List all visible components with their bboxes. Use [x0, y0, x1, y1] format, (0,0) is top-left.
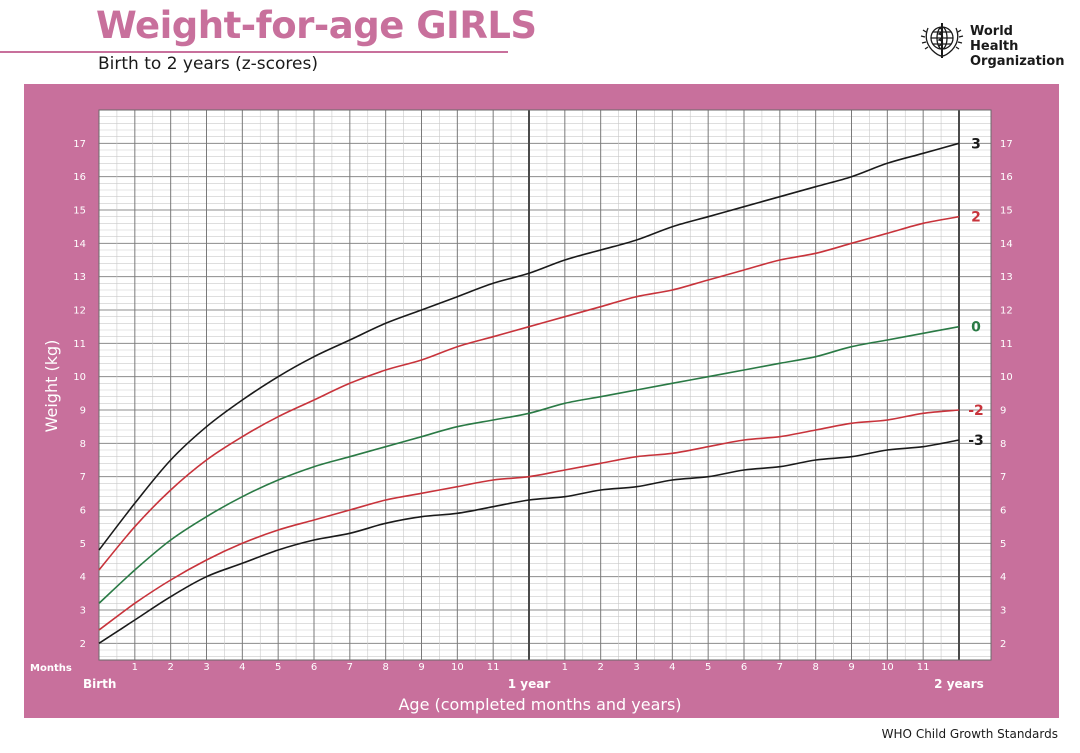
source-footer: WHO Child Growth Standards — [881, 727, 1058, 741]
y-tick-label-right: 13 — [1000, 272, 1013, 283]
series-line--2 — [98, 409, 960, 631]
chart-title: Weight-for-age GIRLS — [96, 4, 537, 47]
y-tick-label-left: 16 — [73, 172, 86, 183]
x-tick-label-month: 9 — [418, 662, 424, 673]
x-tick-label-month: 5 — [705, 662, 711, 673]
chart-subtitle: Birth to 2 years (z-scores) — [98, 54, 318, 74]
y-tick-label-left: 10 — [73, 372, 86, 383]
series-line-0 — [98, 325, 960, 604]
y-tick-label-left: 7 — [80, 472, 86, 483]
x-tick-label-month: 11 — [487, 662, 500, 673]
series-lines — [98, 142, 960, 644]
y-tick-label-right: 12 — [1000, 306, 1013, 317]
x-tick-label-month: 6 — [741, 662, 747, 673]
y-tick-label-left: 5 — [80, 539, 86, 550]
y-tick-label-right: 9 — [1000, 406, 1006, 417]
x-tick-label-month: 4 — [239, 662, 245, 673]
series-label-0: 0 — [971, 320, 981, 336]
y-tick-label-right: 16 — [1000, 172, 1013, 183]
x-tick-label-year: 1 year — [508, 677, 551, 691]
y-tick-label-right: 2 — [1000, 639, 1006, 650]
x-tick-label-month: 1 — [132, 662, 138, 673]
x-tick-label-month: 11 — [917, 662, 930, 673]
y-tick-label-left: 4 — [80, 572, 86, 583]
x-tick-label-month: 1 — [562, 662, 568, 673]
series-line--3 — [98, 439, 960, 644]
x-tick-label-year: Birth — [83, 677, 116, 691]
y-tick-label-right: 11 — [1000, 339, 1013, 350]
y-tick-label-right: 10 — [1000, 372, 1013, 383]
y-axis-label: Weight (kg) — [42, 340, 61, 433]
y-tick-label-right: 15 — [1000, 206, 1013, 217]
y-tick-label-left: 15 — [73, 206, 86, 217]
series-label--2: -2 — [968, 403, 984, 419]
y-tick-label-left: 3 — [80, 606, 86, 617]
y-tick-label-right: 5 — [1000, 539, 1006, 550]
y-tick-label-left: 11 — [73, 339, 86, 350]
chart-grid — [98, 109, 992, 661]
y-tick-label-left: 14 — [73, 239, 86, 250]
title-underline — [0, 51, 508, 53]
x-tick-label-month: 10 — [881, 662, 894, 673]
y-tick-label-right: 14 — [1000, 239, 1013, 250]
y-tick-label-left: 13 — [73, 272, 86, 283]
y-tick-label-left: 8 — [80, 439, 86, 450]
who-logo-text: World Health Organization — [970, 24, 1065, 69]
x-tick-label-month: 7 — [347, 662, 353, 673]
x-tick-label-month: 8 — [812, 662, 818, 673]
plot-border — [98, 109, 992, 661]
series-label-2: 2 — [971, 210, 981, 226]
series-line-3 — [98, 142, 960, 551]
x-tick-label-month: 8 — [382, 662, 388, 673]
x-tick-label-month: 9 — [848, 662, 854, 673]
x-axis-label: Age (completed months and years) — [398, 695, 681, 714]
x-tick-label-month: 3 — [633, 662, 639, 673]
y-tick-label-right: 17 — [1000, 139, 1013, 150]
x-tick-label-month: 6 — [311, 662, 317, 673]
x-tick-label-month: 2 — [597, 662, 603, 673]
series-label--3: -3 — [968, 433, 984, 449]
y-tick-label-right: 7 — [1000, 472, 1006, 483]
x-tick-label-month: 3 — [203, 662, 209, 673]
y-tick-label-right: 3 — [1000, 606, 1006, 617]
plot-background — [99, 110, 991, 660]
x-tick-label-month: 7 — [777, 662, 783, 673]
who-emblem-icon — [920, 23, 964, 58]
y-tick-label-left: 9 — [80, 406, 86, 417]
x-tick-label-month: 4 — [669, 662, 675, 673]
x-tick-label-month: 5 — [275, 662, 281, 673]
series-line-2 — [98, 215, 960, 571]
series-label-3: 3 — [971, 136, 981, 152]
y-tick-label-left: 12 — [73, 306, 86, 317]
series-labels: 3 2 0 -2 -3 — [968, 136, 984, 449]
plot-area — [99, 110, 991, 660]
who-logo: World Health Organization — [918, 18, 1064, 69]
y-tick-label-right: 4 — [1000, 572, 1006, 583]
x-tick-label-month: 10 — [451, 662, 464, 673]
y-tick-label-right: 8 — [1000, 439, 1006, 450]
months-label: Months — [30, 663, 72, 674]
x-tick-label-year: 2 years — [934, 677, 984, 691]
y-tick-label-left: 2 — [80, 639, 86, 650]
y-tick-label-left: 17 — [73, 139, 86, 150]
y-tick-label-left: 6 — [80, 506, 86, 517]
y-tick-label-right: 6 — [1000, 506, 1006, 517]
x-tick-label-month: 2 — [167, 662, 173, 673]
